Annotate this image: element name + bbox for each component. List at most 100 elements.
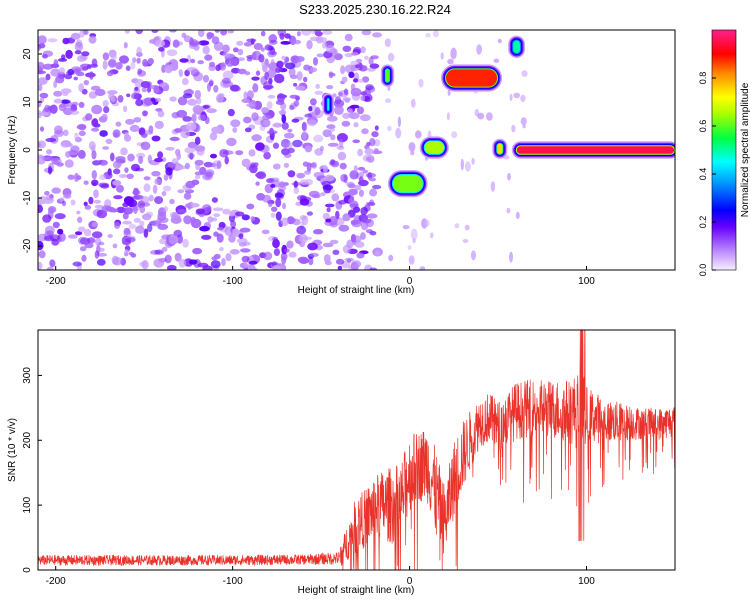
- spectrogram-noise-speckle: [183, 192, 192, 200]
- spectrogram-noise-speckle: [342, 45, 352, 52]
- spectrogram-noise-speckle: [342, 112, 350, 119]
- spectrogram-noise-speckle: [214, 30, 220, 33]
- spectrogram-y-tick-label: -20: [22, 238, 33, 253]
- spectrogram-sparse-speckle: [450, 47, 457, 60]
- spectrogram-noise-speckle: [83, 180, 89, 185]
- spectrogram-noise-speckle: [359, 114, 371, 122]
- spectrogram-noise-speckle: [113, 168, 121, 175]
- spectrogram-noise-speckle: [366, 213, 378, 219]
- spectrogram-noise-speckle: [372, 184, 382, 190]
- spectrogram-noise-speckle: [372, 32, 382, 38]
- spectrogram-noise-speckle: [124, 252, 129, 257]
- spectrogram-noise-speckle: [182, 116, 192, 122]
- spectrogram-noise-speckle: [244, 127, 252, 133]
- spectrogram-noise-speckle: [279, 32, 285, 40]
- spectrogram-sparse-speckle: [410, 150, 415, 156]
- spectrogram-noise-speckle: [143, 228, 149, 238]
- spectrogram-noise-speckle: [180, 129, 190, 139]
- spectrogram-sparse-speckle: [515, 211, 520, 219]
- spectrogram-noise-speckle: [271, 206, 278, 212]
- spectrogram-noise-speckle: [240, 248, 251, 253]
- chart-title: S233.2025.230.16.22.R24: [299, 2, 451, 17]
- spectrogram-noise-speckle: [169, 198, 175, 205]
- spectrogram-noise-speckle: [102, 100, 109, 108]
- spectrogram-noise-speckle: [99, 174, 107, 181]
- spectrogram-noise-speckle: [371, 131, 379, 138]
- spectrogram-noise-speckle: [293, 180, 298, 189]
- spectrogram-noise-speckle: [253, 162, 259, 167]
- spectrogram-noise-speckle: [164, 254, 172, 264]
- spectrogram-noise-speckle: [289, 104, 295, 111]
- spectrogram-noise-speckle: [324, 260, 332, 266]
- spectrogram-noise-speckle: [187, 152, 195, 159]
- spectrogram-noise-speckle: [325, 45, 335, 53]
- spectrogram-noise-speckle: [115, 156, 126, 162]
- spectrogram-noise-speckle: [78, 101, 85, 108]
- spectrogram-noise-speckle: [216, 233, 224, 243]
- spectrogram-noise-speckle: [167, 264, 177, 270]
- spectrogram-noise-speckle: [69, 110, 80, 115]
- spectrogram-x-label: Height of straight line (km): [298, 285, 415, 296]
- spectrogram-sparse-speckle: [471, 250, 476, 261]
- spectrogram-noise-speckle: [125, 118, 135, 125]
- spectrogram-noise-speckle: [337, 265, 343, 270]
- spectrogram-noise-speckle: [275, 211, 282, 221]
- spectrogram-noise-speckle: [281, 114, 287, 124]
- spectrogram-noise-speckle: [226, 137, 237, 147]
- spectrogram-noise-speckle: [356, 252, 365, 259]
- spectrogram-noise-speckle: [129, 124, 140, 132]
- spectrogram-noise-speckle: [351, 52, 359, 56]
- spectrogram-noise-speckle: [107, 58, 117, 68]
- spectrogram-noise-speckle: [53, 98, 63, 104]
- spectrogram-noise-speckle: [47, 38, 58, 43]
- spectrogram-x-ticks: -200 -100 0 100: [46, 266, 595, 287]
- spectrogram-noise-speckle: [163, 206, 169, 212]
- spectrogram-noise-speckle: [59, 67, 65, 75]
- spectrogram-noise-speckle: [268, 202, 273, 207]
- spectrogram-noise-speckle: [42, 214, 52, 223]
- spectrogram-noise-speckle: [250, 216, 256, 222]
- spectrogram-noise-speckle: [120, 147, 128, 156]
- spectrogram-noise-speckle: [169, 136, 180, 142]
- spectrogram-noise-speckle: [368, 177, 376, 182]
- spectrogram-noise-speckle: [70, 32, 81, 40]
- spectrogram-sparse-speckle: [521, 70, 528, 77]
- spectrogram-noise-speckle: [215, 64, 221, 72]
- spectrogram-noise-speckle: [227, 108, 235, 117]
- spectrogram-noise-speckle: [62, 91, 69, 97]
- spectrogram-sparse-speckle: [471, 157, 475, 165]
- spectrogram-noise-speckle: [361, 30, 372, 36]
- spectrogram-noise-speckle: [141, 196, 150, 204]
- snr-y-ticks: 0 100 200 300: [22, 367, 42, 573]
- spectrogram-noise-speckle: [296, 172, 306, 179]
- spectrogram-sparse-speckle: [402, 225, 410, 230]
- spectrogram-noise-speckle: [159, 238, 167, 245]
- spectrogram-noise-speckle: [248, 260, 258, 265]
- spectrogram-noise-speckle: [357, 148, 363, 157]
- spectrogram-noise-speckle: [347, 108, 353, 114]
- spectrogram-sparse-speckle: [446, 112, 450, 121]
- spectrogram-noise-speckle: [202, 105, 210, 109]
- spectrogram-noise-speckle: [186, 67, 198, 72]
- spectrogram-noise-speckle: [119, 55, 129, 64]
- spectrogram-noise-speckle: [369, 231, 377, 236]
- spectrogram-noise-speckle: [330, 159, 336, 166]
- spectrogram-sparse-speckle: [490, 181, 496, 192]
- spectrogram-noise-speckle: [194, 171, 204, 176]
- spectrogram-noise-speckle: [278, 110, 287, 115]
- spectrogram-noise-speckle: [198, 30, 205, 38]
- spectrogram-noise-speckle: [296, 31, 301, 37]
- spectrogram-noise-speckle: [255, 181, 260, 186]
- spectrogram-noise-speckle: [360, 95, 366, 102]
- spectrogram-noise-speckle: [182, 93, 193, 99]
- spectrogram-noise-speckle: [274, 192, 284, 199]
- spectrogram-noise-speckle: [351, 260, 362, 268]
- spectrogram-noise-speckle: [130, 253, 137, 258]
- spectrogram-noise-speckle: [150, 97, 156, 102]
- spectrogram-noise-speckle: [333, 99, 345, 108]
- spectrogram-y-ticks: -20 -10 0 10 20: [22, 48, 42, 253]
- spectrogram-sparse-speckle: [522, 123, 526, 129]
- spectrogram-noise-speckle: [131, 92, 139, 100]
- spectrogram-noise-speckle: [164, 65, 173, 74]
- spectrogram-noise-speckle: [91, 221, 98, 228]
